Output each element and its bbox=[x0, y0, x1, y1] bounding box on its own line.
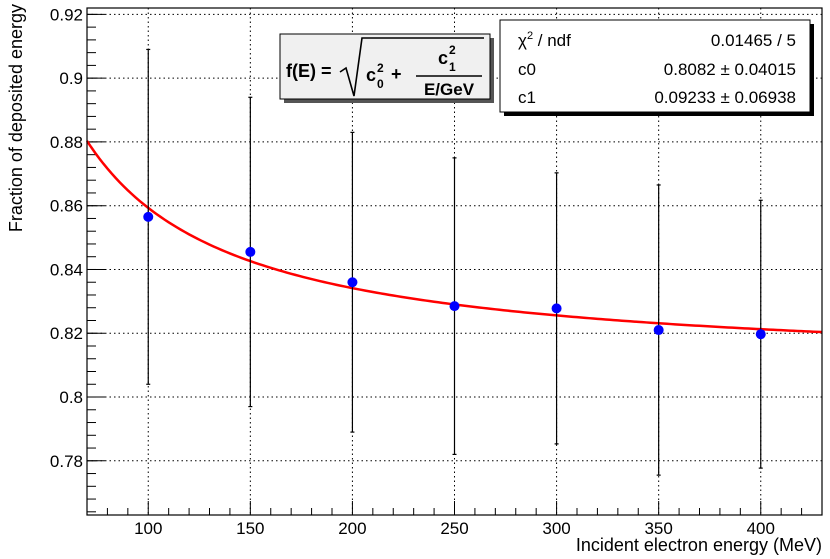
data-point bbox=[449, 301, 460, 312]
stats-c1-label: c1 bbox=[518, 88, 536, 107]
y-axis-title: Fraction of deposited energy bbox=[6, 4, 26, 232]
formula-plus: + bbox=[391, 64, 402, 84]
stats-c0-label: c0 bbox=[518, 60, 536, 79]
axis-ticks bbox=[87, 13, 803, 515]
x-tick-labels: 100 150 200 250 300 350 400 bbox=[134, 519, 775, 538]
x-tick-label: 150 bbox=[236, 519, 264, 538]
y-tick-label: 0.86 bbox=[50, 197, 83, 216]
y-tick-labels: 0.78 0.8 0.82 0.84 0.86 0.88 0.9 0.92 bbox=[50, 5, 83, 470]
y-tick-label: 0.84 bbox=[50, 260, 83, 279]
x-tick-label: 100 bbox=[134, 519, 162, 538]
y-tick-label: 0.82 bbox=[50, 324, 83, 343]
formula-c0-sup: 2 bbox=[377, 61, 384, 75]
stats-chi2-rest: / ndf bbox=[533, 31, 571, 50]
y-tick-label: 0.92 bbox=[50, 5, 83, 24]
formula-c0-sub: 0 bbox=[377, 77, 384, 91]
formula-c1-sub: 1 bbox=[449, 60, 456, 74]
stats-box-frame bbox=[499, 19, 811, 113]
x-tick-label: 250 bbox=[440, 519, 468, 538]
x-tick-label: 350 bbox=[644, 519, 672, 538]
stats-c1-value: 0.09233 ± 0.06938 bbox=[654, 88, 796, 107]
data-point bbox=[653, 325, 664, 336]
stats-c0-value: 0.8082 ± 0.04015 bbox=[664, 60, 796, 79]
stats-chi2-value: 0.01465 / 5 bbox=[711, 31, 796, 50]
data-point bbox=[755, 329, 766, 340]
y-tick-label: 0.9 bbox=[59, 69, 83, 88]
x-tick-label: 200 bbox=[338, 519, 366, 538]
fit-stats-box: χ2 / ndf 0.01465 / 5 c0 0.8082 ± 0.04015… bbox=[499, 19, 814, 116]
plot-frame bbox=[86, 7, 823, 516]
sqrt-sign bbox=[339, 37, 484, 97]
stats-chi2-chi: χ bbox=[518, 31, 527, 50]
y-tick-label: 0.8 bbox=[59, 388, 83, 407]
stats-chi2-sup: 2 bbox=[527, 30, 533, 42]
data-point bbox=[347, 277, 358, 288]
x-tick-label: 300 bbox=[542, 519, 570, 538]
formula-lhs: f(E) = bbox=[286, 61, 332, 81]
data-points-layer bbox=[143, 48, 766, 476]
y-tick-label: 0.88 bbox=[50, 133, 83, 152]
data-point bbox=[143, 211, 154, 222]
stats-chi2-label: χ2 / ndf bbox=[518, 30, 571, 50]
formula-box: f(E) = c 2 0 + c 2 1 E/GeV bbox=[279, 33, 494, 103]
data-point bbox=[245, 246, 256, 257]
x-tick-label: 400 bbox=[747, 519, 775, 538]
formula-c1-base: c bbox=[438, 48, 448, 68]
formula-box-frame bbox=[279, 33, 491, 100]
x-axis-title: Incident electron energy (MeV) bbox=[576, 535, 822, 555]
data-point bbox=[551, 303, 562, 314]
y-tick-label: 0.78 bbox=[50, 452, 83, 471]
formula-c0-base: c bbox=[366, 65, 376, 85]
formula-c1-sup: 2 bbox=[449, 43, 456, 57]
formula-denominator: E/GeV bbox=[424, 80, 475, 99]
